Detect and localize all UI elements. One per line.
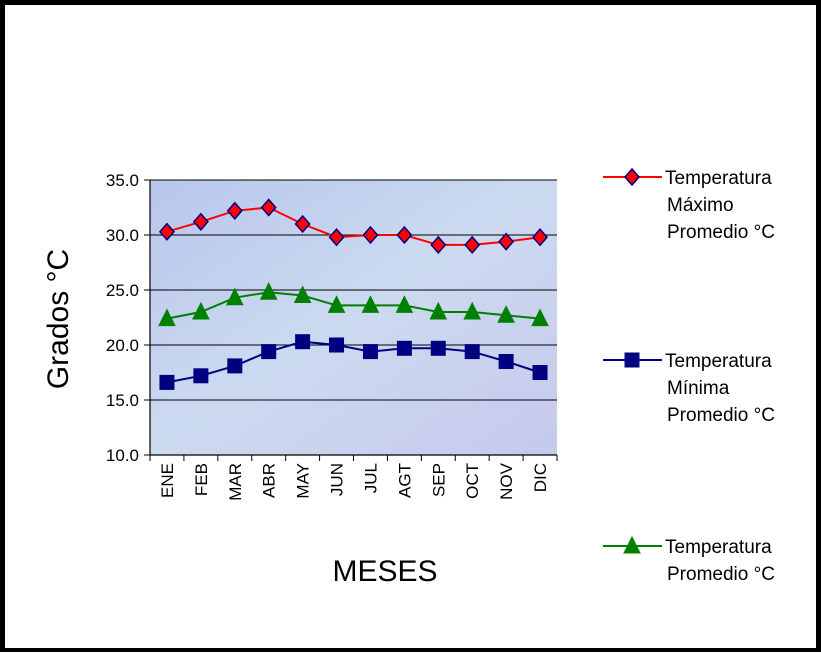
- x-tick-label: AGT: [395, 463, 414, 498]
- legend-label: Temperatura: [665, 351, 772, 372]
- legend-marker: [624, 167, 640, 187]
- data-point: [192, 212, 209, 231]
- y-tick-label: 30.0: [106, 226, 139, 245]
- data-point: [259, 282, 278, 300]
- plot-area: [150, 180, 557, 455]
- data-point: [463, 301, 482, 320]
- series-3: [158, 282, 549, 327]
- x-tick-label: NOV: [497, 462, 516, 500]
- data-point: [498, 232, 515, 251]
- y-tick-label: 25.0: [106, 281, 139, 300]
- data-point: [396, 225, 413, 245]
- gridlines: [150, 179, 557, 401]
- legend: Temperatura Máximo Promedio °C Temperatura M…: [603, 167, 775, 585]
- data-point: [159, 374, 175, 390]
- axes: [144, 179, 558, 461]
- data-point: [464, 235, 481, 255]
- data-point: [497, 305, 515, 323]
- chart-svg: 10.0 15.0 20.0 25.0 30.0 35.0 ENE FEB MAR ABR MAY…: [42, 167, 775, 588]
- data-point: [429, 301, 448, 320]
- x-tick-label: DIC: [531, 463, 550, 492]
- x-tick-label: ENE: [158, 463, 177, 498]
- data-point: [498, 354, 514, 369]
- legend-label: Promedio °C: [667, 564, 775, 585]
- y-tick-label: 10.0: [106, 446, 139, 465]
- data-point: [328, 228, 345, 247]
- x-tick-label: JUN: [328, 463, 347, 496]
- data-point: [327, 295, 346, 313]
- legend-label: Temperatura: [665, 537, 772, 558]
- data-point: [226, 201, 243, 220]
- y-tick-label: 20.0: [106, 336, 139, 355]
- legend-label: Temperatura: [665, 168, 772, 189]
- legend-item-3: Temperatura Promedio °C: [603, 535, 775, 585]
- x-tick-label: SEP: [429, 463, 448, 497]
- legend-label: Máximo: [667, 195, 734, 216]
- legend-marker: [623, 535, 641, 554]
- data-point: [260, 198, 277, 217]
- y-tick-label: 35.0: [106, 171, 139, 190]
- data-point: [193, 368, 209, 384]
- series-2: [159, 334, 548, 390]
- legend-item-1: Temperatura Máximo Promedio °C: [603, 167, 775, 243]
- series-1: [158, 198, 549, 255]
- data-point: [192, 301, 210, 320]
- y-tick-labels: 10.0 15.0 20.0 25.0 30.0 35.0: [106, 171, 139, 465]
- data-point: [225, 287, 244, 306]
- legend-item-2: Temperatura Mínima Promedio °C: [603, 351, 775, 426]
- data-point: [430, 340, 446, 356]
- data-point: [395, 295, 414, 313]
- data-point: [158, 308, 176, 327]
- x-tick-label: JUL: [361, 463, 380, 493]
- y-axis-title: Grados °C: [42, 249, 75, 389]
- data-point: [295, 334, 311, 350]
- legend-label: Promedio °C: [667, 405, 775, 426]
- legend-label: Promedio °C: [667, 222, 775, 243]
- data-point: [293, 285, 312, 303]
- data-point: [294, 214, 311, 234]
- data-point: [430, 235, 447, 255]
- x-tick-label: OCT: [463, 463, 482, 499]
- x-tick-label: ABR: [260, 463, 279, 498]
- x-tick-labels: ENE FEB MAR ABR MAY JUN JUL AGT SEP OCT NOV DIC: [158, 462, 550, 500]
- data-point: [361, 295, 380, 313]
- x-axis-title: MESES: [332, 555, 437, 588]
- data-point: [261, 344, 277, 360]
- data-point: [362, 225, 379, 245]
- legend-marker: [624, 352, 640, 368]
- series-layer: [158, 198, 549, 390]
- data-point: [362, 344, 378, 360]
- data-point: [532, 228, 549, 247]
- data-point: [532, 365, 548, 380]
- x-tick-label: MAR: [226, 463, 245, 501]
- legend-label: Mínima: [667, 378, 730, 399]
- data-point: [227, 358, 243, 374]
- data-point: [531, 308, 549, 327]
- x-tick-label: MAY: [294, 463, 313, 499]
- data-point: [329, 337, 345, 353]
- data-point: [396, 340, 412, 356]
- y-tick-label: 15.0: [106, 391, 139, 410]
- data-point: [158, 222, 175, 241]
- x-tick-label: FEB: [192, 463, 211, 496]
- data-point: [464, 344, 480, 360]
